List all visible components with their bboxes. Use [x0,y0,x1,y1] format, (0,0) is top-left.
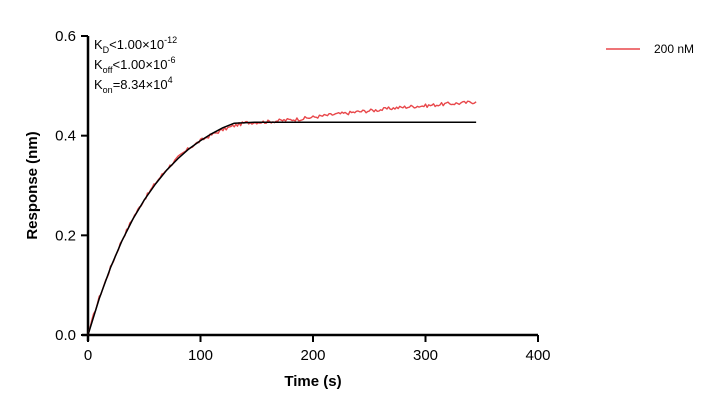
y-axis-label: Response (nm) [24,131,41,239]
series-line-200-nm [87,100,477,336]
x-tick-label: 300 [413,347,438,364]
x-tick-label: 100 [188,347,213,364]
annotation-kd: KD<1.00×10-12 [94,35,177,55]
series-layer [87,100,477,336]
y-tick-label: 0.6 [55,28,76,45]
annotation-koff: Koff<1.00×10-6 [94,55,175,75]
x-axis-label: Time (s) [284,373,341,390]
x-tick-label: 200 [300,347,325,364]
annotation-kon: Kon=8.34×104 [94,75,173,95]
x-tick-label: 0 [84,347,92,364]
fit-curve-line [87,121,477,336]
axes: 0.0 0.2 0.4 0.6 0 100 200 300 400 Time (s) Respons… [24,28,551,390]
y-tick-label: 0.2 [55,227,76,244]
y-tick-label: 0.0 [55,327,76,344]
y-tick-label: 0.4 [55,128,76,145]
x-tick-label: 400 [525,347,550,364]
legend: 200 nM [606,42,694,56]
legend-label: 200 nM [654,42,694,56]
